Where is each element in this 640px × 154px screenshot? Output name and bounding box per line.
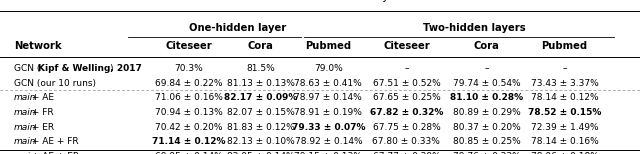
Text: 78.06 ± 0.18%: 78.06 ± 0.18%	[531, 152, 598, 154]
Text: + AE: + AE	[29, 93, 54, 102]
Text: 67.80 ± 0.33%: 67.80 ± 0.33%	[372, 137, 440, 146]
Text: 72.39 ± 1.49%: 72.39 ± 1.49%	[531, 123, 598, 132]
Text: 70.42 ± 0.20%: 70.42 ± 0.20%	[155, 123, 223, 132]
Text: 79.74 ± 0.54%: 79.74 ± 0.54%	[452, 79, 520, 88]
Text: Pubmed: Pubmed	[541, 41, 588, 51]
Text: + AE + FR: + AE + FR	[29, 137, 79, 146]
Text: 71.14 ± 0.12%: 71.14 ± 0.12%	[152, 137, 225, 146]
Text: 67.77 ± 0.29%: 67.77 ± 0.29%	[372, 152, 440, 154]
Text: Cora: Cora	[474, 41, 499, 51]
Text: ): )	[109, 64, 112, 73]
Text: 73.43 ± 3.37%: 73.43 ± 3.37%	[531, 79, 598, 88]
Text: 79.76 ± 0.23%: 79.76 ± 0.23%	[452, 152, 520, 154]
Text: –: –	[484, 64, 489, 73]
Text: + FR: + FR	[29, 108, 53, 117]
Text: 70.3%: 70.3%	[175, 64, 203, 73]
Text: 79.0%: 79.0%	[314, 64, 342, 73]
Text: 78.52 ± 0.15%: 78.52 ± 0.15%	[528, 108, 601, 117]
Text: 78.91 ± 0.19%: 78.91 ± 0.19%	[294, 108, 362, 117]
Text: 80.85 ± 0.25%: 80.85 ± 0.25%	[452, 137, 520, 146]
Text: 69.84 ± 0.22%: 69.84 ± 0.22%	[155, 79, 223, 88]
Text: Kipf & Welling, 2017: Kipf & Welling, 2017	[38, 64, 142, 73]
Text: Two-hidden layers: Two-hidden layers	[423, 23, 525, 33]
Text: main: main	[14, 123, 36, 132]
Text: main: main	[14, 152, 36, 154]
Text: 78.14 ± 0.12%: 78.14 ± 0.12%	[531, 93, 598, 102]
Text: 78.63 ± 0.41%: 78.63 ± 0.41%	[294, 79, 362, 88]
Text: –: –	[562, 64, 567, 73]
Text: Network: Network	[14, 41, 61, 51]
Text: 67.51 ± 0.52%: 67.51 ± 0.52%	[372, 79, 440, 88]
Text: 82.17 ± 0.09%: 82.17 ± 0.09%	[224, 93, 297, 102]
Text: GCN (: GCN (	[14, 64, 40, 73]
Text: –: –	[404, 64, 409, 73]
Text: One-hidden layer: One-hidden layer	[189, 23, 286, 33]
Text: Accuracy: Accuracy	[340, 0, 390, 2]
Text: 67.75 ± 0.28%: 67.75 ± 0.28%	[372, 123, 440, 132]
Text: 79.15 ± 0.13%: 79.15 ± 0.13%	[294, 152, 362, 154]
Text: 70.94 ± 0.13%: 70.94 ± 0.13%	[155, 108, 223, 117]
Text: 82.05 ± 0.14%: 82.05 ± 0.14%	[227, 152, 294, 154]
Text: + ER: + ER	[29, 123, 54, 132]
Text: 78.14 ± 0.16%: 78.14 ± 0.16%	[531, 137, 598, 146]
Text: main: main	[14, 137, 36, 146]
Text: Cora: Cora	[248, 41, 273, 51]
Text: GCN (our 10 runs): GCN (our 10 runs)	[14, 79, 96, 88]
Text: 67.65 ± 0.25%: 67.65 ± 0.25%	[372, 93, 440, 102]
Text: 80.89 ± 0.29%: 80.89 ± 0.29%	[452, 108, 520, 117]
Text: main: main	[14, 93, 36, 102]
Text: 79.33 ± 0.07%: 79.33 ± 0.07%	[292, 123, 365, 132]
Text: 71.06 ± 0.16%: 71.06 ± 0.16%	[155, 93, 223, 102]
Text: 81.83 ± 0.12%: 81.83 ± 0.12%	[227, 123, 294, 132]
Text: 82.07 ± 0.15%: 82.07 ± 0.15%	[227, 108, 294, 117]
Text: 78.97 ± 0.14%: 78.97 ± 0.14%	[294, 93, 362, 102]
Text: 82.13 ± 0.10%: 82.13 ± 0.10%	[227, 137, 294, 146]
Text: 67.82 ± 0.32%: 67.82 ± 0.32%	[370, 108, 443, 117]
Text: 81.13 ± 0.13%: 81.13 ± 0.13%	[227, 79, 294, 88]
Text: 81.10 ± 0.28%: 81.10 ± 0.28%	[450, 93, 523, 102]
Text: 78.92 ± 0.14%: 78.92 ± 0.14%	[294, 137, 362, 146]
Text: Citeseer: Citeseer	[383, 41, 430, 51]
Text: main: main	[14, 108, 36, 117]
Text: Pubmed: Pubmed	[305, 41, 351, 51]
Text: 81.5%: 81.5%	[246, 64, 275, 73]
Text: 80.37 ± 0.20%: 80.37 ± 0.20%	[452, 123, 520, 132]
Text: 69.95 ± 0.14%: 69.95 ± 0.14%	[155, 152, 223, 154]
Text: + AE + ER: + AE + ER	[29, 152, 79, 154]
Text: Citeseer: Citeseer	[165, 41, 212, 51]
